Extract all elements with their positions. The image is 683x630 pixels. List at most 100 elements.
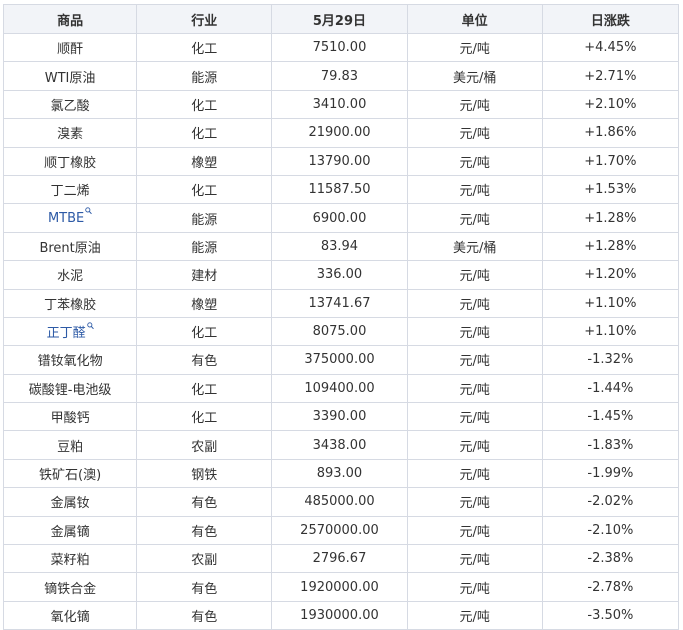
cell-price: 1930000.00 [271,600,408,630]
cell-unit: 元/吨 [406,146,543,176]
commodity-link[interactable]: MTBE [47,210,85,226]
cell-industry: 有色 [136,345,273,375]
table-row: 镝铁合金 有色 1920000.00 元/吨 -2.78% [2,572,680,602]
cell-daily-change: +2.71% [541,61,680,91]
table-row: WTI原油 能源 79.83 美元/桶 +2.71% [2,61,680,91]
cell-daily-change: -1.45% [541,402,680,432]
cell-industry: 橡塑 [136,288,273,318]
cell-industry: 化工 [136,174,273,205]
cell-daily-change: -3.50% [541,600,680,630]
cell-daily-change: +1.70% [541,146,680,176]
cell-industry: 化工 [136,373,273,404]
cell-price: 11587.50 [271,174,408,205]
search-icon[interactable] [85,206,93,216]
cell-industry: 建材 [136,260,273,290]
cell-price: 109400.00 [271,373,408,404]
cell-commodity: 氧化镝 [2,600,138,630]
cell-unit: 元/吨 [406,600,543,630]
table-row: 镨钕氧化物 有色 375000.00 元/吨 -1.32% [2,345,680,375]
cell-daily-change: -2.78% [541,572,680,602]
cell-unit: 元/吨 [406,345,543,375]
header-row: 商品 行业 5月29日 单位 日涨跌 [2,4,680,34]
header-industry[interactable]: 行业 [136,4,273,34]
commodity-name: 铁矿石(澳) [39,468,102,484]
cell-unit: 元/吨 [406,373,543,404]
cell-price: 79.83 [271,61,408,91]
commodity-name: 顺酐 [57,42,84,58]
cell-commodity: 氯乙酸 [2,89,138,120]
cell-unit: 元/吨 [406,430,543,460]
cell-industry: 能源 [136,61,273,91]
cell-unit: 元/吨 [406,402,543,432]
commodity-name: 碳酸锂-电池级 [28,382,112,398]
commodity-name: 金属钕 [50,496,90,512]
cell-unit: 元/吨 [406,544,543,574]
table-row: 豆粕 农副 3438.00 元/吨 -1.83% [2,430,680,460]
cell-industry: 化工 [136,316,273,347]
cell-price: 1920000.00 [271,572,408,602]
header-date-price[interactable]: 5月29日 [271,4,408,34]
commodity-name: 丁苯橡胶 [44,297,97,313]
cell-commodity: 顺酐 [2,32,138,63]
cell-daily-change: -2.02% [541,487,680,517]
cell-price: 6900.00 [271,203,408,233]
commodity-name: 溴素 [57,127,84,143]
commodity-name: 丁二烯 [50,184,90,200]
cell-commodity: 碳酸锂-电池级 [2,373,138,404]
cell-commodity: 镨钕氧化物 [2,345,138,375]
cell-daily-change: +1.28% [541,231,680,262]
cell-daily-change: -1.44% [541,373,680,404]
cell-price: 8075.00 [271,316,408,347]
cell-commodity: 金属镝 [2,515,138,546]
cell-commodity[interactable]: 正丁醛 [2,316,138,347]
table-row: 氯乙酸 化工 3410.00 元/吨 +2.10% [2,89,680,120]
commodity-name: 甲酸钙 [50,411,90,427]
cell-industry: 化工 [136,32,273,63]
cell-commodity: 顺丁橡胶 [2,146,138,176]
cell-unit: 元/吨 [406,118,543,148]
commodity-name: WTI原油 [44,70,96,86]
table-row: 金属镝 有色 2570000.00 元/吨 -2.10% [2,515,680,546]
cell-price: 375000.00 [271,345,408,375]
cell-unit: 元/吨 [406,288,543,318]
commodity-name: Brent原油 [39,240,101,256]
commodity-link[interactable]: 正丁醛 [46,326,86,342]
table-body: 顺酐 化工 7510.00 元/吨 +4.45% WTI原油 能源 79.83 美元/桶 +2.7… [2,32,680,630]
cell-industry: 化工 [136,118,273,148]
table-header: 商品 行业 5月29日 单位 日涨跌 [2,4,680,34]
cell-commodity: 溴素 [2,118,138,148]
cell-industry: 化工 [136,402,273,432]
cell-commodity: 铁矿石(澳) [2,458,138,489]
table-row: 碳酸锂-电池级 化工 109400.00 元/吨 -1.44% [2,373,680,404]
table-row: 水泥 建材 336.00 元/吨 +1.20% [2,260,680,290]
table-row: 顺丁橡胶 橡塑 13790.00 元/吨 +1.70% [2,146,680,176]
table-row: 氧化镝 有色 1930000.00 元/吨 -3.50% [2,600,680,630]
cell-industry: 能源 [136,203,273,233]
table-row: MTBE 能源 6900.00 元/吨 +1.28% [2,203,680,233]
header-commodity[interactable]: 商品 [2,4,138,34]
commodity-name: 菜籽粕 [50,553,90,569]
table-row: 金属钕 有色 485000.00 元/吨 -2.02% [2,487,680,517]
cell-commodity[interactable]: MTBE [2,203,138,233]
cell-industry: 橡塑 [136,146,273,176]
cell-price: 13790.00 [271,146,408,176]
cell-price: 3438.00 [271,430,408,460]
commodity-name: 氧化镝 [50,610,90,625]
cell-industry: 有色 [136,572,273,602]
cell-price: 13741.67 [271,288,408,318]
search-icon[interactable] [86,322,94,331]
header-daily-change[interactable]: 日涨跌 [541,4,680,34]
cell-unit: 美元/桶 [406,231,543,262]
cell-daily-change: +1.28% [541,203,680,233]
cell-price: 2796.67 [271,544,408,574]
commodity-name: 镨钕氧化物 [37,354,103,370]
commodity-name: 金属镝 [50,524,90,540]
cell-daily-change: +1.86% [541,118,680,148]
commodity-name: 镝铁合金 [44,581,97,597]
cell-industry: 化工 [136,89,273,120]
cell-price: 485000.00 [271,487,408,517]
header-unit[interactable]: 单位 [406,4,543,34]
cell-price: 83.94 [271,231,408,262]
cell-commodity: 金属钕 [2,487,138,517]
cell-industry: 能源 [136,231,273,262]
